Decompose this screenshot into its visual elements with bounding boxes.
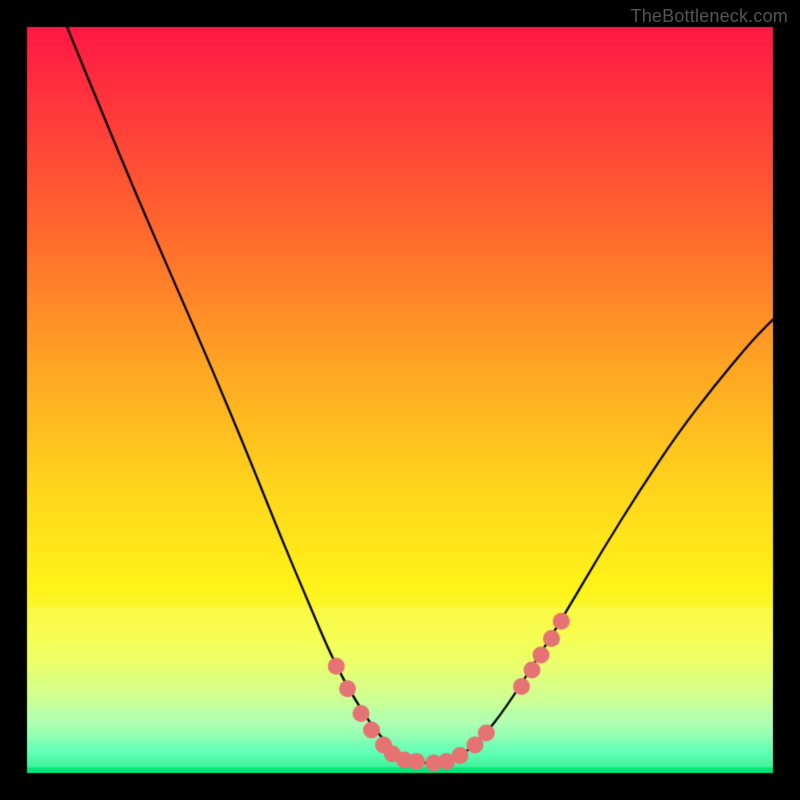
chart-wrap: TheBottleneck.com bbox=[0, 0, 800, 800]
watermark-text: TheBottleneck.com bbox=[631, 6, 788, 27]
bottleneck-v-chart bbox=[0, 0, 800, 800]
